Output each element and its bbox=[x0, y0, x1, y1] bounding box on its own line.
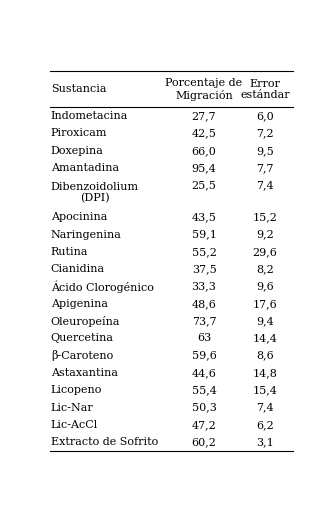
Text: 9,6: 9,6 bbox=[256, 282, 274, 291]
Text: Naringenina: Naringenina bbox=[51, 229, 122, 240]
Text: 48,6: 48,6 bbox=[192, 299, 216, 309]
Text: Rutina: Rutina bbox=[51, 247, 88, 257]
Text: 73,7: 73,7 bbox=[192, 316, 216, 326]
Text: 9,4: 9,4 bbox=[256, 316, 274, 326]
Text: 42,5: 42,5 bbox=[192, 128, 216, 138]
Text: Quercetina: Quercetina bbox=[51, 333, 114, 343]
Text: Lic-AcCl: Lic-AcCl bbox=[51, 420, 98, 430]
Text: Extracto de Sofrito: Extracto de Sofrito bbox=[51, 437, 158, 447]
Text: 7,4: 7,4 bbox=[256, 180, 274, 191]
Text: 6,0: 6,0 bbox=[256, 111, 274, 121]
Text: 6,2: 6,2 bbox=[256, 420, 274, 430]
Text: 15,4: 15,4 bbox=[253, 385, 277, 396]
Text: 55,4: 55,4 bbox=[192, 385, 216, 396]
Text: 37,5: 37,5 bbox=[192, 264, 216, 274]
Text: 7,7: 7,7 bbox=[256, 163, 274, 173]
Text: Lic-Nar: Lic-Nar bbox=[51, 403, 94, 412]
Text: 43,5: 43,5 bbox=[192, 213, 216, 222]
Text: 9,2: 9,2 bbox=[256, 229, 274, 240]
Text: 66,0: 66,0 bbox=[192, 146, 216, 156]
Text: 60,2: 60,2 bbox=[192, 437, 216, 447]
Text: 59,6: 59,6 bbox=[192, 351, 216, 361]
Text: 8,2: 8,2 bbox=[256, 264, 274, 274]
Text: 25,5: 25,5 bbox=[192, 180, 216, 191]
Text: 7,4: 7,4 bbox=[256, 403, 274, 412]
Text: Ácido Clorogénico: Ácido Clorogénico bbox=[51, 280, 154, 293]
Text: Cianidina: Cianidina bbox=[51, 264, 105, 274]
Text: 47,2: 47,2 bbox=[192, 420, 216, 430]
Text: Licopeno: Licopeno bbox=[51, 385, 102, 396]
Text: 59,1: 59,1 bbox=[192, 229, 216, 240]
Text: 7,2: 7,2 bbox=[256, 128, 274, 138]
Text: β-Caroteno: β-Caroteno bbox=[51, 350, 113, 361]
Text: 95,4: 95,4 bbox=[192, 163, 216, 173]
Text: 44,6: 44,6 bbox=[192, 368, 216, 378]
Text: Indometacina: Indometacina bbox=[51, 111, 128, 121]
Text: Porcentaje de
Migración: Porcentaje de Migración bbox=[165, 78, 242, 101]
Text: 27,7: 27,7 bbox=[192, 111, 216, 121]
Text: Dibenzoidolium
(DPI): Dibenzoidolium (DPI) bbox=[51, 182, 139, 204]
Text: Oleuropeína: Oleuropeína bbox=[51, 316, 120, 327]
Text: 55,2: 55,2 bbox=[192, 247, 216, 257]
Text: Apigenina: Apigenina bbox=[51, 299, 108, 309]
Text: 14,4: 14,4 bbox=[253, 333, 277, 343]
Text: 29,6: 29,6 bbox=[253, 247, 277, 257]
Text: Piroxicam: Piroxicam bbox=[51, 128, 107, 138]
Text: 63: 63 bbox=[197, 333, 211, 343]
Text: 15,2: 15,2 bbox=[253, 213, 277, 222]
Text: 8,6: 8,6 bbox=[256, 351, 274, 361]
Text: 17,6: 17,6 bbox=[253, 299, 277, 309]
Text: Doxepina: Doxepina bbox=[51, 146, 104, 156]
Text: 9,5: 9,5 bbox=[256, 146, 274, 156]
Text: 50,3: 50,3 bbox=[192, 403, 216, 412]
Text: 14,8: 14,8 bbox=[253, 368, 277, 378]
Text: 33,3: 33,3 bbox=[192, 282, 216, 291]
Text: Amantadina: Amantadina bbox=[51, 163, 119, 173]
Text: 3,1: 3,1 bbox=[256, 437, 274, 447]
Text: Sustancia: Sustancia bbox=[51, 84, 106, 95]
Text: Error
estándar: Error estándar bbox=[240, 79, 290, 100]
Text: Apocinina: Apocinina bbox=[51, 213, 107, 222]
Text: Astaxantina: Astaxantina bbox=[51, 368, 118, 378]
